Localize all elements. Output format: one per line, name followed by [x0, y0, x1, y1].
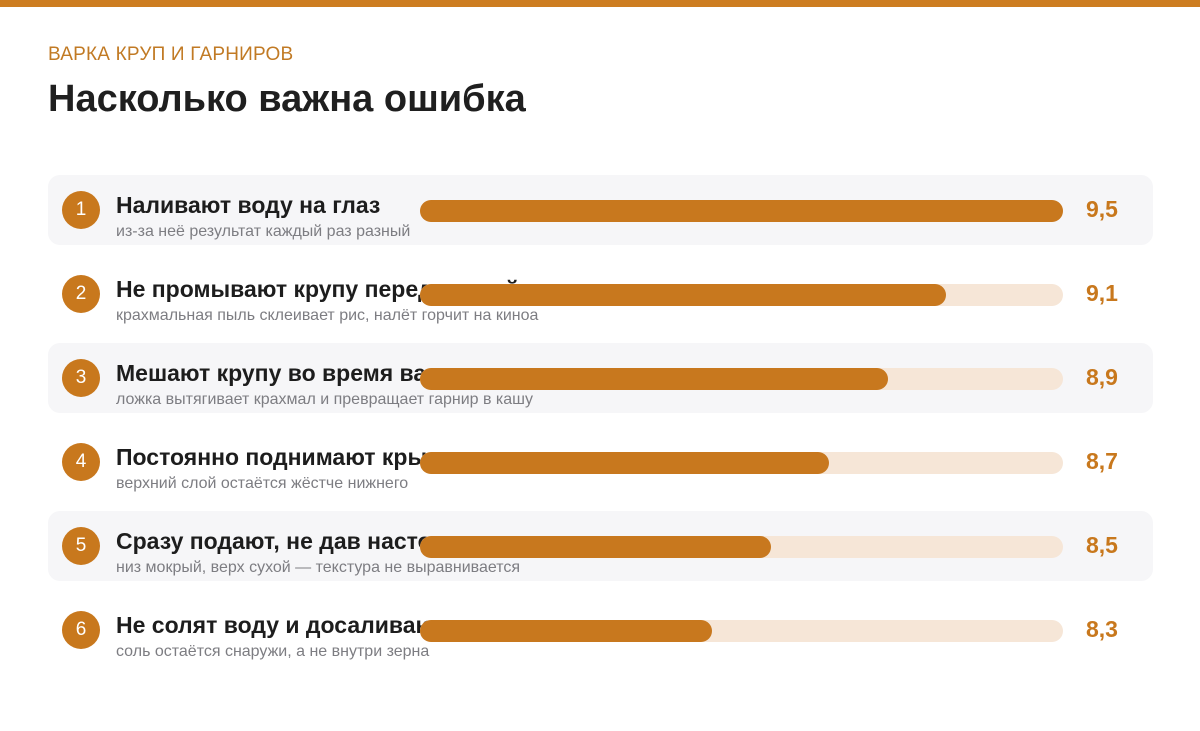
row-description: верхний слой остаётся жёстче нижнего	[116, 475, 409, 492]
row-description: ложка вытягивает крахмал и превращает га…	[116, 391, 534, 408]
chart-row: 1 Наливают воду на глаз из-за неё резуль…	[48, 175, 1153, 245]
chart-row: 6 Не солят воду и досаливают готовое сол…	[48, 595, 1153, 665]
rank-badge: 5	[62, 527, 100, 565]
value-label: 8,9	[1086, 364, 1118, 390]
chart-row: 2 Не промывают крупу перед варкой крахма…	[48, 259, 1153, 329]
rank-badge: 4	[62, 443, 100, 481]
bar-fill	[420, 200, 1063, 222]
row-label: Наливают воду на глаз	[116, 192, 381, 218]
value-label: 9,1	[1086, 280, 1118, 306]
rank-badge: 3	[62, 359, 100, 397]
chart-row: 4 Постоянно поднимают крышку верхний сло…	[48, 427, 1153, 497]
value-label: 8,3	[1086, 616, 1118, 642]
row-label: Мешают крупу во время варки	[116, 360, 466, 386]
ranked-bar-chart: 1 Наливают воду на глаз из-за неё резуль…	[48, 175, 1153, 679]
bar-track	[420, 620, 1063, 642]
rank-badge: 2	[62, 275, 100, 313]
value-label: 8,5	[1086, 532, 1118, 558]
bar-track	[420, 452, 1063, 474]
bar-fill	[420, 368, 888, 390]
row-description: низ мокрый, верх сухой — текстура не выр…	[116, 559, 521, 576]
rank-badge: 6	[62, 611, 100, 649]
bar-fill	[420, 452, 830, 474]
row-description: соль остаётся снаружи, а не внутри зерна	[116, 643, 430, 660]
bar-track	[420, 200, 1063, 222]
bar-fill	[420, 620, 713, 642]
bar-fill	[420, 536, 771, 558]
chart-row: 3 Мешают крупу во время варки ложка вытя…	[48, 343, 1153, 413]
accent-top-bar	[0, 0, 1200, 7]
bar-track	[420, 536, 1063, 558]
bar-track	[420, 368, 1063, 390]
bar-fill	[420, 284, 947, 306]
row-description: крахмальная пыль склеивает рис, налёт го…	[116, 307, 539, 324]
rank-badge: 1	[62, 191, 100, 229]
chart-row: 5 Сразу подают, не дав настояться низ мо…	[48, 511, 1153, 581]
value-label: 8,7	[1086, 448, 1118, 474]
value-label: 9,5	[1086, 196, 1118, 222]
page-title: Насколько важна ошибка	[48, 78, 526, 120]
bar-track	[420, 284, 1063, 306]
section-kicker: ВАРКА КРУП И ГАРНИРОВ	[48, 44, 294, 65]
row-description: из-за неё результат каждый раз разный	[116, 223, 411, 240]
row-label: Постоянно поднимают крышку	[116, 444, 471, 470]
